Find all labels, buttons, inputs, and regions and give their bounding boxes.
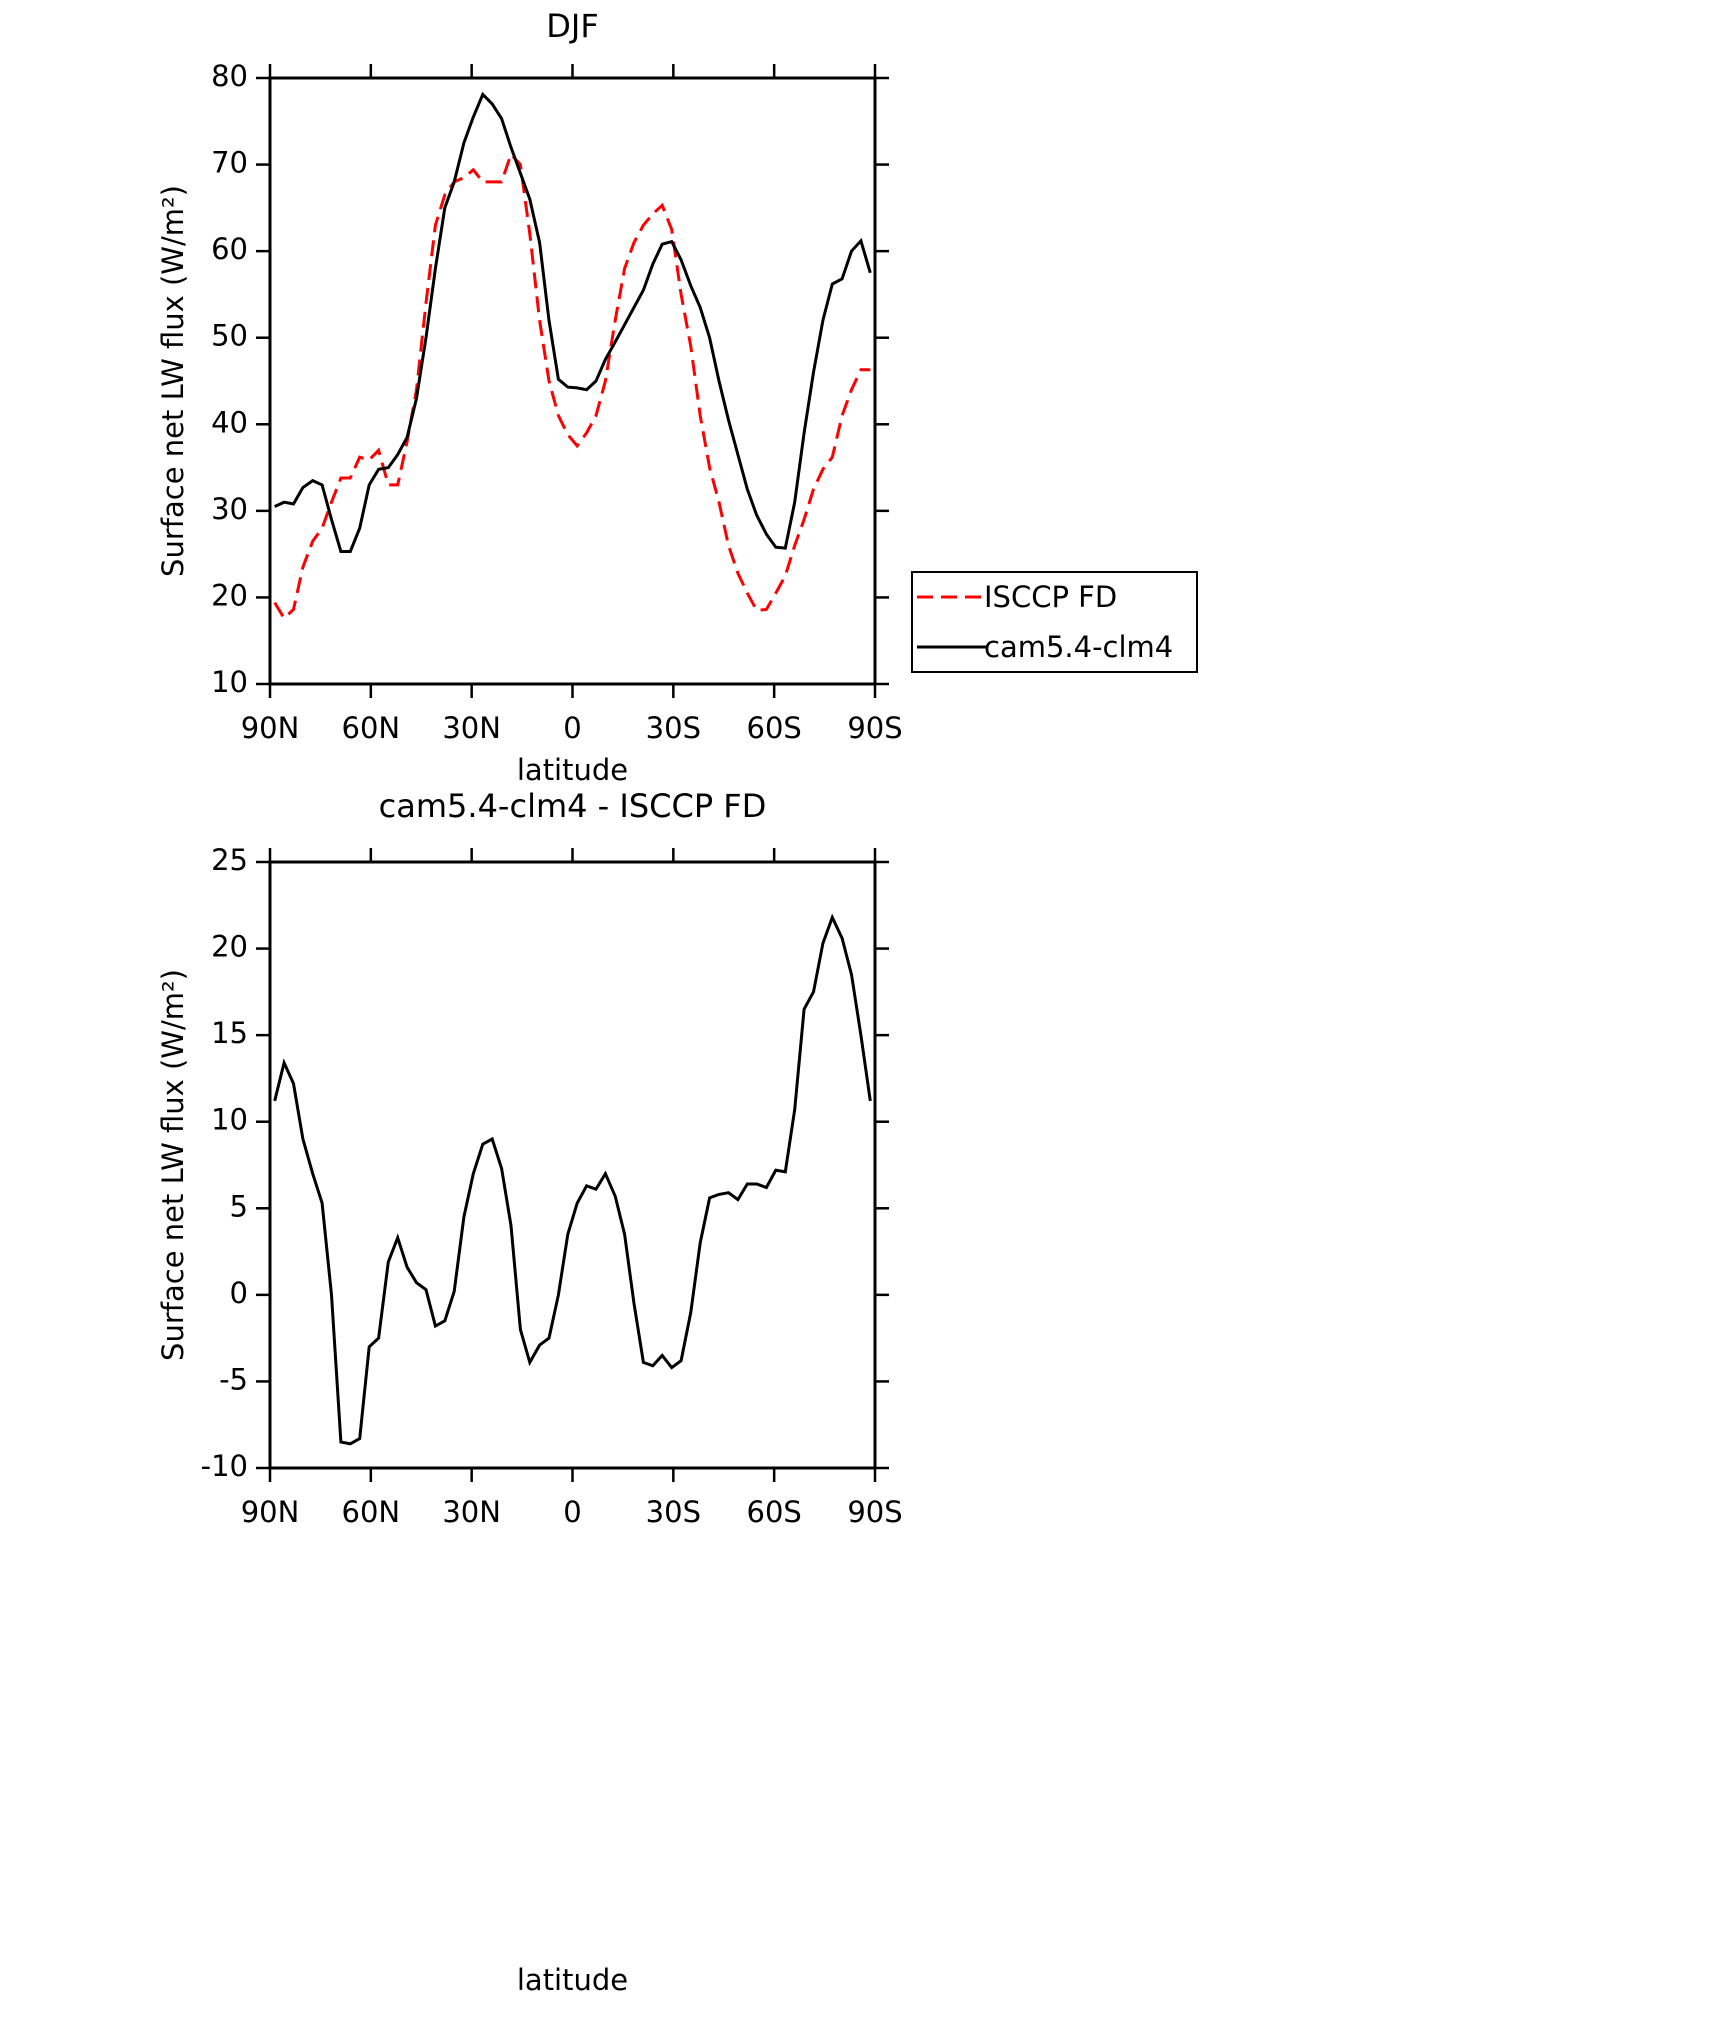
x-tick-label: 90S bbox=[847, 711, 902, 745]
y-tick-label: 60 bbox=[211, 232, 248, 266]
y-tick-label: 30 bbox=[211, 492, 248, 526]
x-tick-label: 90N bbox=[241, 711, 300, 745]
y-axis-label: Surface net LW flux (W/m²) bbox=[156, 969, 190, 1361]
x-tick-label: 60N bbox=[342, 711, 401, 745]
y-tick-label: 15 bbox=[211, 1016, 248, 1050]
legend-label: ISCCP FD bbox=[984, 580, 1117, 614]
x-axis-label: latitude bbox=[517, 1963, 628, 1997]
y-tick-label: 40 bbox=[211, 405, 248, 439]
plot-frame bbox=[268, 76, 877, 686]
x-tick-label: 0 bbox=[563, 1495, 581, 1529]
x-axis-label: latitude bbox=[517, 753, 628, 787]
x-tick-label: 90N bbox=[241, 1495, 300, 1529]
y-tick-label: 20 bbox=[211, 578, 248, 612]
chart-title: DJF bbox=[546, 7, 598, 45]
y-tick-label: 20 bbox=[211, 930, 248, 964]
x-tick-label: 90S bbox=[847, 1495, 902, 1529]
chart-title: cam5.4-clm4 - ISCCP FD bbox=[379, 787, 767, 825]
plot-frame bbox=[268, 860, 877, 1470]
x-tick-label: 60S bbox=[747, 1495, 802, 1529]
y-tick-label: -5 bbox=[219, 1362, 248, 1396]
x-tick-label: 30N bbox=[442, 711, 501, 745]
y-tick-label: 80 bbox=[211, 59, 248, 93]
y-tick-label: 0 bbox=[230, 1276, 248, 1310]
y-tick-label: 10 bbox=[211, 665, 248, 699]
x-tick-label: 0 bbox=[563, 711, 581, 745]
y-tick-label: 50 bbox=[211, 319, 248, 353]
y-tick-label: 25 bbox=[211, 843, 248, 877]
legend-label: cam5.4-clm4 bbox=[984, 630, 1173, 664]
data-line bbox=[273, 913, 872, 1446]
x-tick-label: 60S bbox=[747, 711, 802, 745]
x-tick-label: 60N bbox=[342, 1495, 401, 1529]
legend-box bbox=[911, 571, 1198, 673]
x-tick-label: 30N bbox=[442, 1495, 501, 1529]
data-line bbox=[274, 91, 872, 553]
x-tick-label: 30S bbox=[646, 711, 701, 745]
data-line bbox=[273, 151, 871, 621]
y-tick-label: 70 bbox=[211, 146, 248, 180]
x-tick-label: 30S bbox=[646, 1495, 701, 1529]
y-tick-label: 10 bbox=[211, 1103, 248, 1137]
y-tick-label: 5 bbox=[230, 1189, 248, 1223]
y-axis-label: Surface net LW flux (W/m²) bbox=[156, 185, 190, 577]
y-tick-label: -10 bbox=[201, 1449, 248, 1483]
